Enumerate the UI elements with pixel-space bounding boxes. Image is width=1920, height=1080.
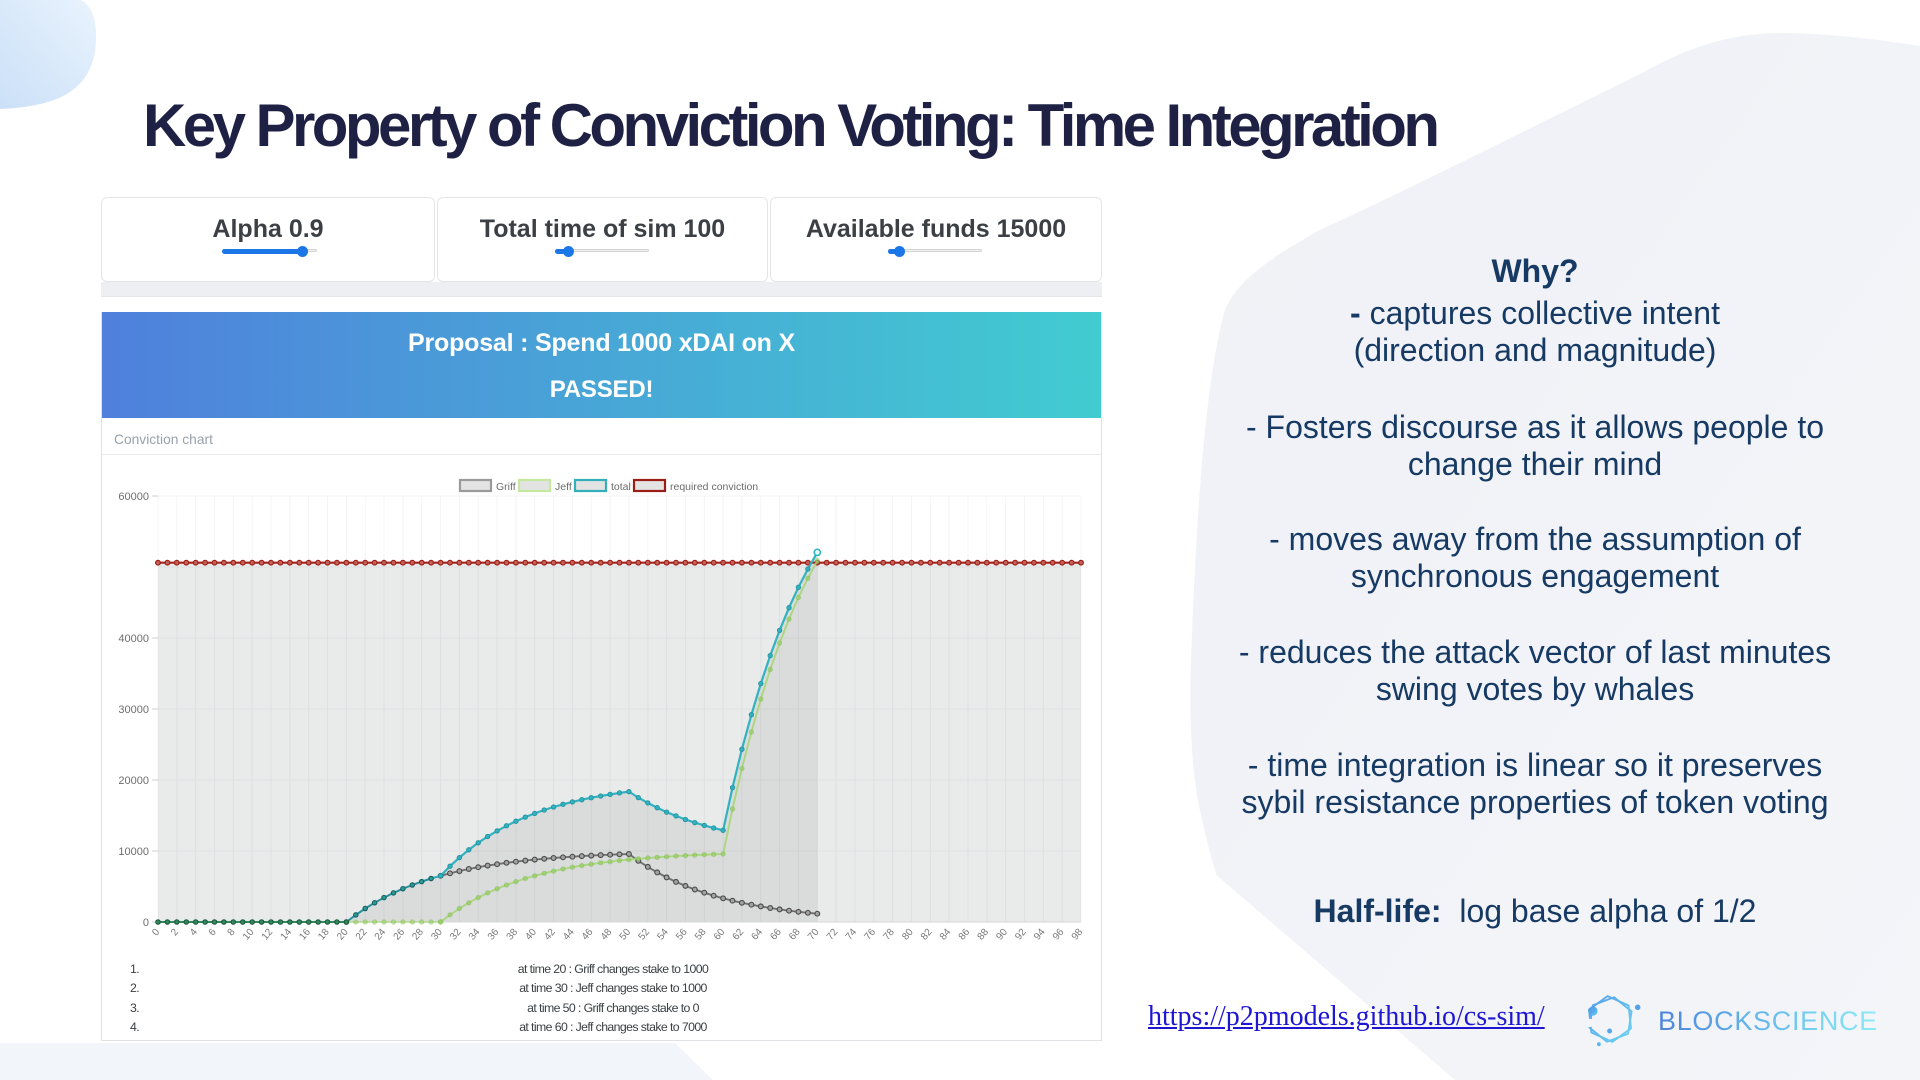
svg-text:76: 76 (863, 927, 879, 943)
svg-text:46: 46 (580, 927, 596, 943)
svg-text:64: 64 (750, 927, 766, 943)
svg-text:88: 88 (976, 927, 992, 943)
svg-text:58: 58 (693, 927, 709, 943)
svg-text:34: 34 (467, 927, 483, 943)
svg-text:20: 20 (335, 927, 351, 943)
svg-text:38: 38 (505, 927, 521, 943)
svg-text:62: 62 (731, 927, 747, 943)
svg-text:66: 66 (768, 927, 784, 943)
svg-text:68: 68 (787, 927, 803, 943)
svg-text:required conviction: required conviction (670, 481, 758, 493)
svg-text:70: 70 (806, 927, 822, 943)
svg-text:92: 92 (1013, 927, 1029, 943)
svg-text:14: 14 (279, 927, 295, 943)
svg-text:42: 42 (542, 927, 558, 943)
svg-text:22: 22 (354, 927, 370, 943)
svg-text:18: 18 (316, 927, 332, 943)
svg-text:2: 2 (169, 927, 181, 939)
svg-text:86: 86 (957, 927, 973, 943)
svg-text:80: 80 (900, 927, 916, 943)
svg-text:48: 48 (599, 927, 615, 943)
svg-text:60000: 60000 (118, 491, 149, 503)
svg-text:96: 96 (1051, 927, 1067, 943)
svg-text:10: 10 (241, 927, 257, 943)
svg-text:84: 84 (938, 927, 954, 943)
svg-text:74: 74 (844, 927, 860, 943)
svg-text:10000: 10000 (118, 846, 149, 858)
svg-text:12: 12 (260, 927, 276, 943)
svg-text:30: 30 (429, 927, 445, 943)
svg-text:Griff: Griff (496, 481, 516, 493)
svg-text:16: 16 (297, 927, 313, 943)
svg-text:36: 36 (486, 927, 502, 943)
svg-text:0: 0 (150, 927, 162, 939)
svg-text:94: 94 (1032, 927, 1048, 943)
svg-text:26: 26 (392, 927, 408, 943)
svg-text:8: 8 (226, 927, 238, 939)
svg-text:56: 56 (674, 927, 690, 943)
svg-text:6: 6 (207, 927, 219, 939)
svg-text:total: total (611, 481, 631, 493)
svg-text:60: 60 (712, 927, 728, 943)
svg-text:54: 54 (655, 927, 671, 943)
svg-text:72: 72 (825, 927, 841, 943)
svg-text:40000: 40000 (118, 633, 149, 645)
svg-text:82: 82 (919, 927, 935, 943)
svg-text:32: 32 (448, 927, 464, 943)
svg-text:30000: 30000 (118, 704, 149, 716)
svg-text:4: 4 (188, 927, 200, 939)
svg-text:44: 44 (561, 927, 577, 943)
svg-text:78: 78 (881, 927, 897, 943)
svg-text:28: 28 (410, 927, 426, 943)
svg-text:50: 50 (618, 927, 634, 943)
svg-text:98: 98 (1070, 927, 1086, 943)
svg-text:Jeff: Jeff (555, 481, 572, 493)
svg-text:20000: 20000 (118, 775, 149, 787)
svg-text:24: 24 (373, 927, 389, 943)
svg-text:0: 0 (143, 917, 149, 929)
svg-text:40: 40 (523, 927, 539, 943)
svg-text:90: 90 (994, 927, 1010, 943)
svg-text:52: 52 (637, 927, 653, 943)
